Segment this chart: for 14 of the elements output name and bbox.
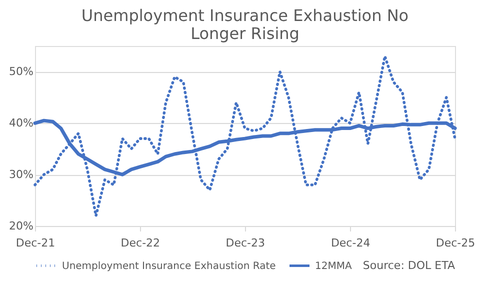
chart-title: Unemployment Insurance Exhaustion No Longer Rising xyxy=(81,6,409,43)
source-note: Source: DOL ETA xyxy=(362,259,456,272)
x-tick-label: Dec-23 xyxy=(226,236,265,250)
y-tick-label: 20% xyxy=(9,220,34,232)
y-tick-label: 30% xyxy=(9,168,34,182)
x-tick-label: Dec-24 xyxy=(330,236,370,250)
y-tick-label: 50% xyxy=(9,65,34,78)
line-series xyxy=(34,54,456,218)
legend-label: Unemployment Insurance Exhaustion Rate xyxy=(62,260,276,272)
x-tick-label: Dec-21 xyxy=(16,236,56,250)
y-tick-label: 40% xyxy=(9,116,34,130)
x-tick-label: Dec-25 xyxy=(436,236,476,250)
legend-label: 12MMA xyxy=(315,260,352,272)
x-tick-label: Dec-22 xyxy=(120,236,160,250)
